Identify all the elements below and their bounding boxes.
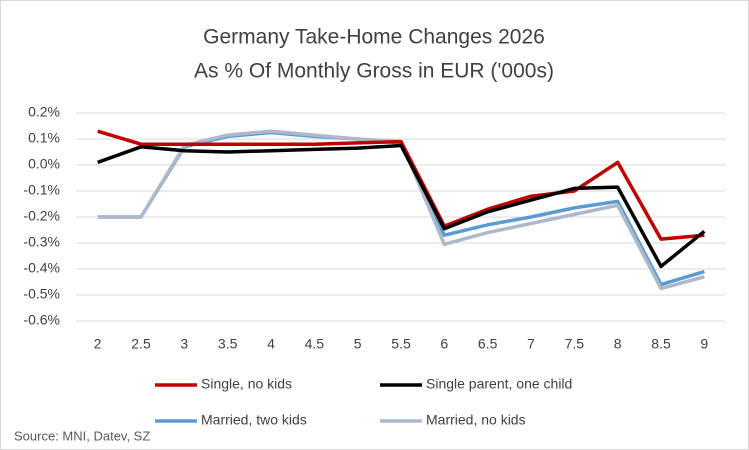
x-tick-label: 5.5 [391, 336, 411, 352]
chart-subtitle: As % Of Monthly Gross in EUR ('000s) [194, 60, 554, 83]
x-tick-label: 6 [440, 336, 448, 352]
x-tick-label: 4.5 [305, 336, 325, 352]
x-tick-label: 9 [700, 336, 708, 352]
y-tick-label: -0.5% [23, 286, 60, 302]
y-tick-label: -0.3% [23, 234, 60, 250]
legend-label: Married, two kids [201, 412, 307, 428]
series-line [97, 143, 706, 269]
y-tick-label: -0.6% [23, 312, 60, 328]
x-tick-label: 3.5 [218, 336, 238, 352]
x-tick-label: 8.5 [651, 336, 671, 352]
chart-title: Germany Take-Home Changes 2026 [203, 26, 545, 49]
y-tick-label: -0.1% [23, 182, 60, 198]
legend-label: Married, no kids [426, 412, 526, 428]
y-tick-label: -0.4% [23, 260, 60, 276]
legend-label: Single, no kids [201, 376, 292, 392]
x-tick-label: 6.5 [478, 336, 498, 352]
x-tick-label: 4 [267, 336, 275, 352]
series-line [97, 129, 705, 241]
y-tick-label: -0.2% [23, 208, 60, 224]
y-tick-label: 0.0% [28, 156, 60, 172]
x-tick-label: 7 [527, 336, 535, 352]
y-tick-label: 0.1% [28, 130, 60, 146]
legend-label: Single parent, one child [426, 376, 572, 392]
x-tick-label: 5 [354, 336, 362, 352]
x-tick-label: 2 [94, 336, 102, 352]
source-note: Source: MNI, Datev, SZ [14, 428, 150, 443]
x-tick-label: 7.5 [565, 336, 585, 352]
x-tick-label: 2.5 [131, 336, 151, 352]
x-tick-label: 8 [614, 336, 622, 352]
x-tick-label: 3 [180, 336, 188, 352]
y-tick-label: 0.2% [28, 104, 60, 120]
